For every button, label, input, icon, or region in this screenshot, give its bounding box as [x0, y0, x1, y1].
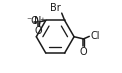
Text: O: O — [80, 47, 87, 57]
Text: Cl: Cl — [90, 31, 100, 41]
Text: ⁻O: ⁻O — [26, 16, 39, 26]
Text: N: N — [34, 16, 42, 26]
Text: Br: Br — [50, 3, 61, 13]
Text: +: + — [39, 17, 45, 23]
Text: O: O — [34, 26, 42, 36]
